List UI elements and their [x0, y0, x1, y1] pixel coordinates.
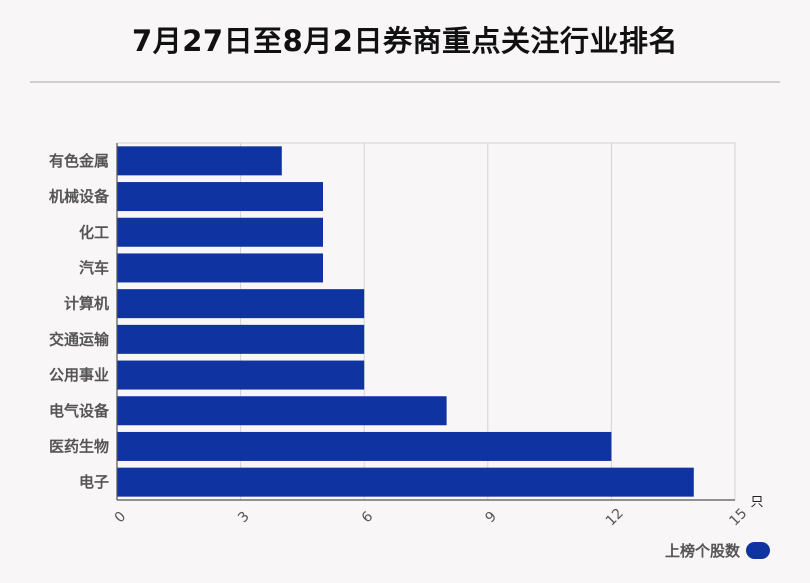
x-tick-label: 6	[359, 509, 377, 527]
category-label: 电子	[79, 473, 109, 491]
bar	[117, 146, 282, 176]
x-tick-label: 12	[603, 505, 627, 529]
x-tick-label: 0	[112, 509, 130, 527]
category-label: 汽车	[79, 259, 109, 277]
bar	[117, 467, 694, 497]
title-divider	[30, 81, 780, 83]
bar	[117, 217, 323, 247]
chart-title: 7月27日至8月2日券商重点关注行业排名	[132, 24, 678, 58]
bar	[117, 182, 323, 212]
category-label: 化工	[79, 223, 109, 241]
bar	[117, 253, 323, 283]
bar	[117, 360, 365, 390]
legend-label: 上榜个股数	[664, 542, 740, 560]
category-label: 公用事业	[49, 366, 109, 384]
legend: 上榜个股数	[665, 540, 770, 561]
x-unit-label: 只	[750, 495, 763, 510]
category-label: 机械设备	[49, 188, 110, 206]
category-label: 计算机	[64, 295, 109, 313]
x-tick-label: 3	[235, 509, 253, 527]
bar	[117, 289, 365, 319]
x-tick-label: 9	[482, 509, 500, 527]
bar	[117, 324, 365, 354]
category-label: 有色金属	[49, 152, 109, 170]
category-label: 交通运输	[49, 330, 110, 348]
bar	[117, 431, 612, 461]
category-label: 电气设备	[49, 402, 110, 420]
x-tick-label: 15	[726, 505, 750, 529]
bar	[117, 396, 447, 426]
category-label: 医药生物	[49, 437, 109, 455]
legend-swatch	[746, 542, 770, 559]
